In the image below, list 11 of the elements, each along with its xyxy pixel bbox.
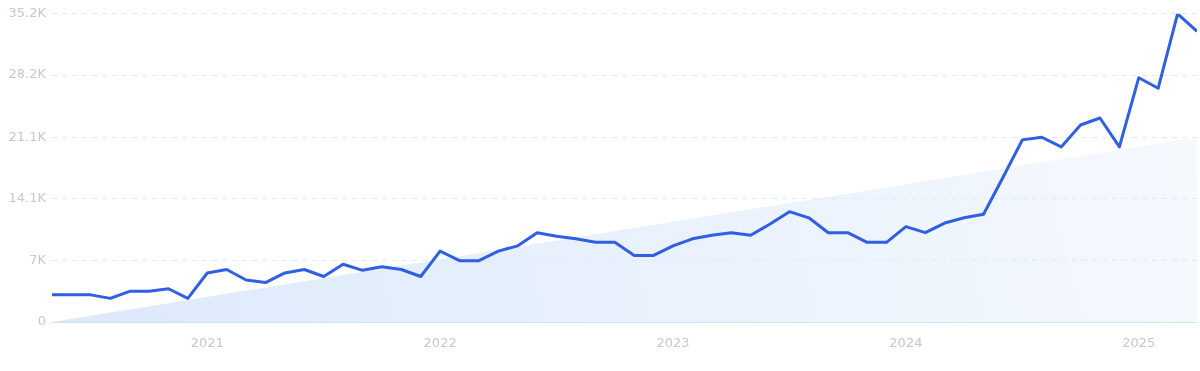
x-tick-label: 2024 [889,335,923,351]
y-tick-label: 21.1K [8,128,47,144]
x-tick-label: 2021 [190,335,224,351]
y-tick-label: 28.2K [8,66,47,82]
x-tick-label: 2025 [1122,335,1156,351]
x-tick-label: 2022 [423,335,457,351]
y-tick-label: 7K [29,252,47,268]
y-tick-label: 35.2K [8,5,47,21]
x-tick-label: 2023 [656,335,690,351]
y-tick-label: 0 [37,313,46,329]
y-tick-label: 14.1K [8,189,47,205]
